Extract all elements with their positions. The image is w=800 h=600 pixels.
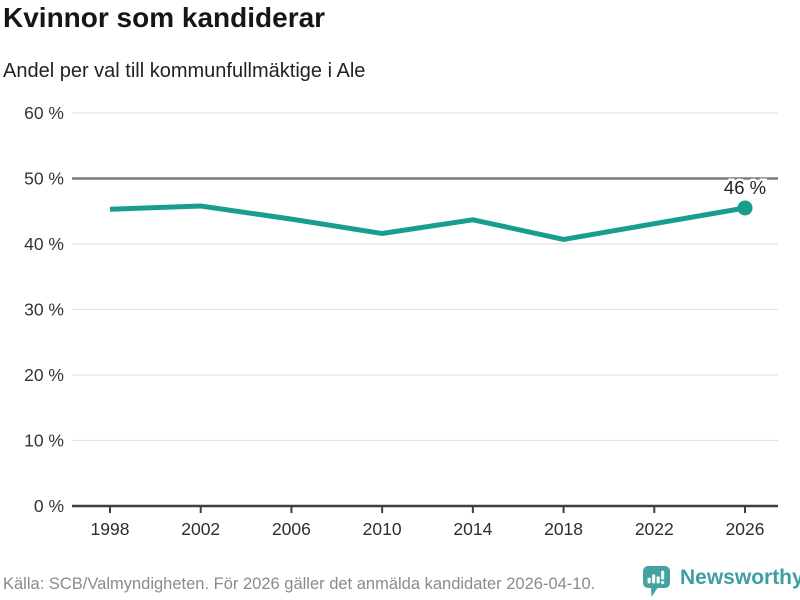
x-tick-label: 2022 (635, 519, 674, 539)
y-tick-label: 40 % (24, 234, 64, 254)
y-tick-label: 10 % (24, 431, 64, 451)
page-title: Kvinnor som kandiderar (3, 2, 326, 33)
y-tick-label: 60 % (24, 103, 64, 123)
x-tick-label: 2018 (544, 519, 583, 539)
x-tick-label: 2002 (181, 519, 220, 539)
newsworthy-brand: Newsworthy (643, 566, 800, 598)
bar-chart-exclamation-glyph (647, 570, 665, 585)
y-tick-label: 30 % (24, 300, 64, 320)
newsworthy-logo-icon (643, 566, 670, 597)
x-tick-label: 2014 (453, 519, 492, 539)
brand-name: Newsworthy (680, 566, 800, 589)
source-note: Källa: SCB/Valmyndigheten. För 2026 gäll… (3, 575, 596, 593)
trend-line (109, 203, 746, 242)
end-point-label: 46 % (724, 177, 766, 198)
speech-bubble-shape (643, 566, 670, 597)
x-tick-label: 2010 (363, 519, 402, 539)
page-subtitle: Andel per val till kommunfullmäktige i A… (3, 60, 366, 82)
y-tick-label: 50 % (24, 169, 64, 189)
y-tick-label: 0 % (34, 496, 64, 516)
y-tick-label: 20 % (24, 365, 64, 385)
x-tick-label: 2006 (272, 519, 311, 539)
end-point-dot (737, 200, 753, 216)
x-tick-label: 1998 (91, 519, 130, 539)
x-tick-label: 2026 (726, 519, 765, 539)
